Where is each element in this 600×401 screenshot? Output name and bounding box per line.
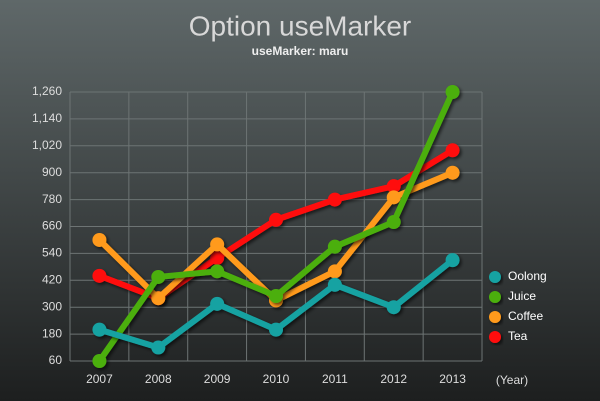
marker — [210, 250, 225, 265]
marker — [269, 212, 283, 227]
legend-label: Juice — [508, 289, 536, 303]
marker — [327, 192, 342, 207]
x-tick-label: 2012 — [380, 372, 407, 386]
x-axis-label: (Year) — [496, 373, 528, 387]
marker — [92, 354, 107, 368]
y-tick-label: 1,260 — [32, 84, 62, 98]
marker — [210, 237, 225, 252]
marker — [327, 239, 342, 254]
marker — [386, 300, 401, 315]
marker — [327, 277, 342, 292]
x-tick-label: 2010 — [263, 372, 290, 386]
marker — [386, 190, 401, 205]
chart-title: Option useMarker — [189, 10, 412, 41]
chart-subtitle: useMarker: maru — [252, 44, 349, 58]
marker — [92, 232, 107, 247]
series — [92, 253, 460, 355]
marker — [151, 269, 166, 284]
marker — [151, 291, 166, 306]
marker — [210, 264, 225, 279]
marker — [445, 165, 460, 180]
marker — [151, 340, 166, 355]
y-tick-label: 420 — [42, 272, 62, 286]
marker — [445, 85, 460, 99]
marker — [92, 322, 107, 337]
legend-label: Coffee — [508, 309, 543, 323]
y-tick-label: 1,020 — [32, 138, 62, 152]
y-tick-label: 1,140 — [32, 111, 62, 125]
marker — [386, 179, 401, 194]
legend-marker — [489, 311, 501, 323]
legend-marker — [489, 291, 501, 303]
series — [92, 85, 460, 368]
y-tick-label: 300 — [42, 299, 62, 313]
marker — [92, 268, 107, 283]
legend-label: Oolong — [508, 269, 547, 283]
y-tick-label: 540 — [42, 246, 62, 260]
marker — [445, 143, 460, 158]
marker — [269, 322, 283, 337]
y-tick-label: 780 — [42, 192, 62, 206]
y-tick-label: 180 — [42, 326, 62, 340]
x-tick-label: 2009 — [204, 372, 231, 386]
x-tick-label: 2007 — [86, 372, 113, 386]
y-tick-label: 900 — [42, 165, 62, 179]
legend-marker — [489, 271, 501, 283]
marker — [210, 296, 225, 311]
marker — [327, 264, 342, 279]
marker — [445, 253, 460, 268]
legend-label: Tea — [508, 329, 528, 343]
legend-marker — [489, 331, 501, 343]
x-tick-label: 2011 — [322, 372, 348, 386]
marker — [269, 288, 283, 303]
marker — [386, 215, 401, 230]
y-tick-label: 60 — [49, 353, 63, 367]
y-tick-label: 660 — [42, 219, 62, 233]
x-tick-label: 2013 — [439, 372, 466, 386]
x-tick-label: 2008 — [145, 372, 172, 386]
